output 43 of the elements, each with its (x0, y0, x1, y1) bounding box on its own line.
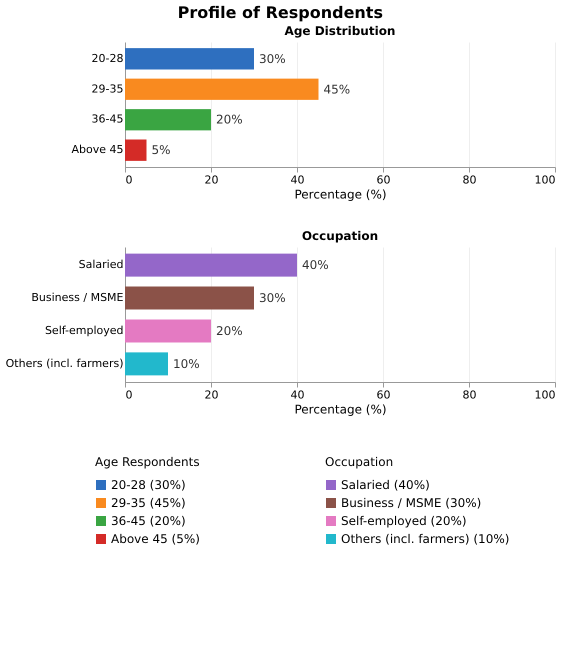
x-tick-label: 80 (462, 174, 476, 186)
x-tick-label: 100 (534, 388, 556, 402)
y-tick-label: Others (incl. farmers) (6, 356, 124, 370)
legend-label: Above 45 (5%) (111, 532, 200, 546)
y-tick-label: 20-28 (92, 52, 124, 65)
chart-title: Profile of Respondents (178, 3, 383, 22)
data-label: 10% (173, 356, 200, 371)
y-tick-label: Salaried (78, 258, 124, 272)
y-tick-label: 29-35 (92, 82, 124, 96)
data-label: 20% (216, 324, 243, 338)
legend-label: Others (incl. farmers) (10%) (341, 532, 510, 546)
y-tick-label: Above 45 (71, 143, 124, 156)
x-axis-title: Percentage (%) (294, 402, 387, 416)
x-tick-label: 80 (462, 388, 476, 402)
x-tick-label: 40 (290, 388, 304, 402)
x-tick-label: 20 (204, 174, 218, 186)
x-tick-label: 40 (290, 174, 304, 186)
data-label: 45% (324, 82, 350, 96)
data-label: 30% (259, 52, 286, 66)
chart-subtitle: Age Distribution (284, 24, 396, 38)
x-tick-label: 0 (126, 388, 132, 402)
legend-label: 36-45 (20%) (111, 514, 186, 528)
y-tick-label: 36-45 (92, 112, 124, 126)
x-tick-label: 60 (376, 174, 390, 186)
data-label: 5% (152, 143, 171, 158)
data-label: 30% (259, 291, 286, 306)
legend-title: Occupation (325, 455, 394, 469)
data-label: 40% (302, 258, 329, 272)
legend-label: Business / MSME (30%) (341, 496, 482, 510)
legend-label: 29-35 (45%) (111, 496, 186, 510)
legend-label: Salaried (40%) (341, 478, 430, 492)
y-tick-label: Business / MSME (31, 291, 124, 304)
legend-title: Age Respondents (95, 455, 200, 469)
chart-title: Occupation (302, 229, 378, 243)
x-axis-title: Percentage (%) (294, 188, 387, 202)
y-tick-label: Self-employed (44, 324, 124, 337)
x-tick-label: 0 (126, 174, 132, 186)
legend-label: 20-28 (30%) (111, 478, 186, 492)
x-tick-label: 20 (204, 388, 218, 402)
x-tick-label: 60 (376, 388, 390, 402)
data-label: 20% (216, 112, 243, 127)
legend-label: Self-employed (20%) (341, 514, 467, 528)
x-tick-label: 100 (534, 174, 556, 186)
